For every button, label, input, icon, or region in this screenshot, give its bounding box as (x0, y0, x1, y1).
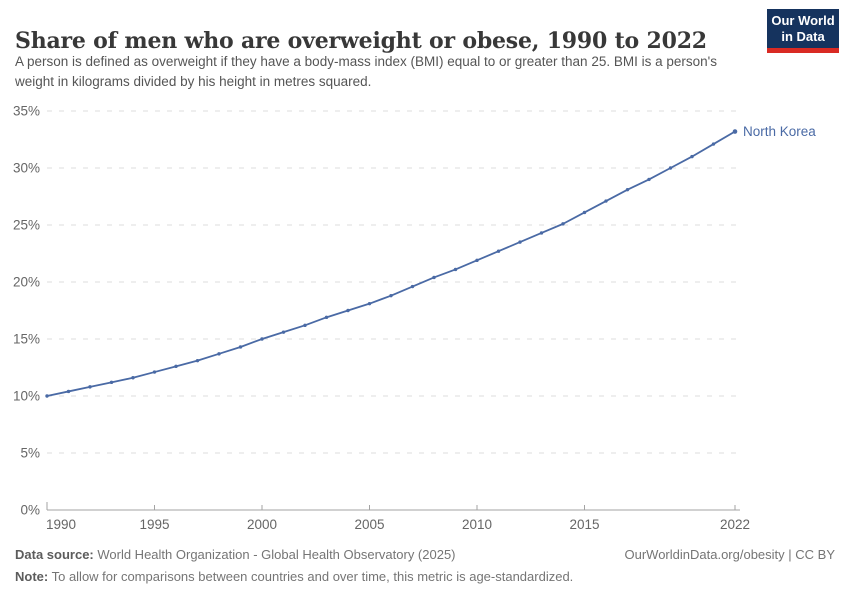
data-point (346, 308, 350, 313)
data-point (496, 249, 501, 253)
data-point (195, 358, 200, 363)
x-tick-label: 2010 (462, 517, 492, 532)
datasource-text: World Health Organization - Global Healt… (93, 547, 456, 562)
data-point (432, 275, 436, 280)
note-text: To allow for comparisons between countri… (48, 569, 574, 584)
data-point (711, 142, 716, 146)
y-tick-label: 25% (13, 218, 40, 233)
data-point (732, 129, 738, 134)
data-line (46, 130, 736, 397)
data-point (690, 154, 694, 159)
data-point (88, 385, 92, 389)
y-tick-label: 30% (13, 161, 40, 176)
chart-title: Share of men who are overweight or obese… (15, 27, 707, 54)
data-point (281, 330, 286, 334)
data-point (625, 187, 630, 192)
data-point (303, 323, 307, 328)
x-tick-label: 1995 (139, 517, 169, 532)
x-tick-label: 1990 (46, 517, 76, 532)
data-point (668, 166, 673, 170)
owid-logo-line1: Our World (771, 12, 835, 28)
note-line: Note: To allow for comparisons between c… (15, 569, 573, 584)
chart-subtitle: A person is defined as overweight if the… (15, 54, 717, 89)
data-point (217, 352, 221, 356)
data-point (539, 231, 544, 235)
x-tick-label: 2015 (569, 517, 599, 532)
y-tick-label: 10% (13, 389, 40, 404)
data-point (260, 337, 264, 341)
data-point (109, 380, 114, 385)
data-point (604, 199, 608, 203)
data-point (324, 315, 329, 320)
data-point (174, 364, 178, 369)
data-point (410, 284, 415, 289)
data-point (238, 345, 243, 349)
data-point (453, 267, 458, 272)
x-tick-label: 2022 (720, 517, 750, 532)
data-point (389, 293, 393, 298)
owid-logo-line2: in Data (781, 28, 825, 44)
data-point (518, 240, 522, 244)
data-point (45, 394, 49, 398)
data-point (561, 222, 565, 226)
owid-logo[interactable]: Our World in Data (767, 9, 839, 53)
y-tick-label: 0% (20, 503, 40, 518)
x-tick-label: 2000 (247, 517, 277, 532)
license-link[interactable]: OurWorldinData.org/obesity | CC BY (624, 547, 836, 562)
data-point (66, 389, 71, 394)
y-tick-label: 35% (13, 104, 40, 119)
datasource-line: Data source: World Health Organization -… (15, 547, 456, 562)
y-tick-label: 20% (13, 275, 40, 290)
note-label: Note: (15, 569, 49, 584)
x-tick-label: 2005 (354, 517, 384, 532)
datasource-label: Data source: (15, 547, 94, 562)
data-point (647, 177, 651, 182)
data-point (131, 376, 135, 380)
data-point (367, 301, 372, 306)
y-tick-label: 5% (20, 446, 40, 461)
data-point (152, 370, 157, 374)
data-point (475, 258, 479, 263)
y-tick-label: 15% (13, 332, 40, 347)
entity-label: North Korea (743, 124, 816, 139)
data-point (582, 210, 587, 215)
